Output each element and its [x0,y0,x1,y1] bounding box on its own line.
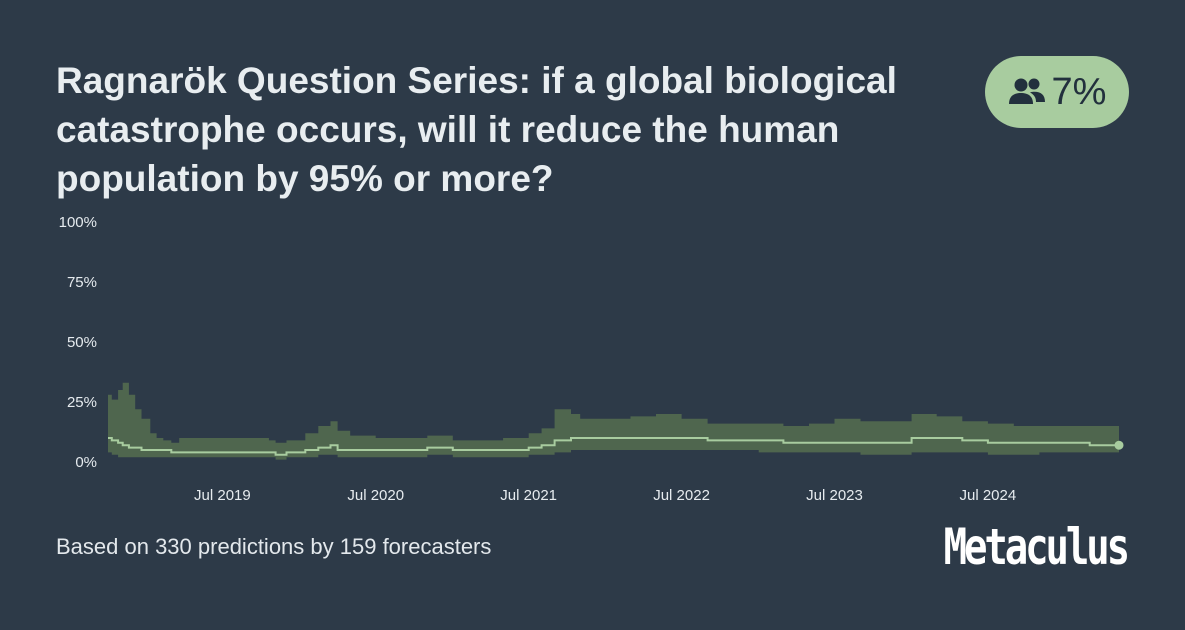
forecast-chart: 100% 75% 50% 25% 0% Jul 2019 Jul 2020 Jul 2021 J… [0,200,1185,520]
x-tick-label: Jul 2022 [653,487,710,504]
y-tick-label: 50% [67,334,97,351]
y-tick-label: 25% [67,394,97,411]
question-title: Ragnarök Question Series: if a global bi… [56,60,897,199]
forecast-chart-svg: 100% 75% 50% 25% 0% Jul 2019 Jul 2020 Jul 2021 J… [59,214,1124,504]
users-icon [1008,76,1046,108]
y-tick-label: 100% [59,214,97,231]
x-tick-label: Jul 2020 [347,487,404,504]
x-tick-label: Jul 2023 [806,487,863,504]
x-tick-label: Jul 2019 [194,487,251,504]
metaculus-logo: Metaculus [943,518,1130,576]
community-prediction-badge: 7% [985,56,1129,128]
y-tick-label: 0% [75,454,97,471]
latest-prediction-point [1114,440,1124,450]
uncertainty-band [108,382,1119,460]
median-line [108,437,1119,456]
forecast-summary: Based on 330 predictions by 159 forecast… [56,534,492,559]
prediction-value: 7% [1051,70,1107,113]
x-tick-label: Jul 2021 [500,487,557,504]
x-tick-label: Jul 2024 [959,487,1016,504]
y-tick-label: 75% [67,274,97,291]
